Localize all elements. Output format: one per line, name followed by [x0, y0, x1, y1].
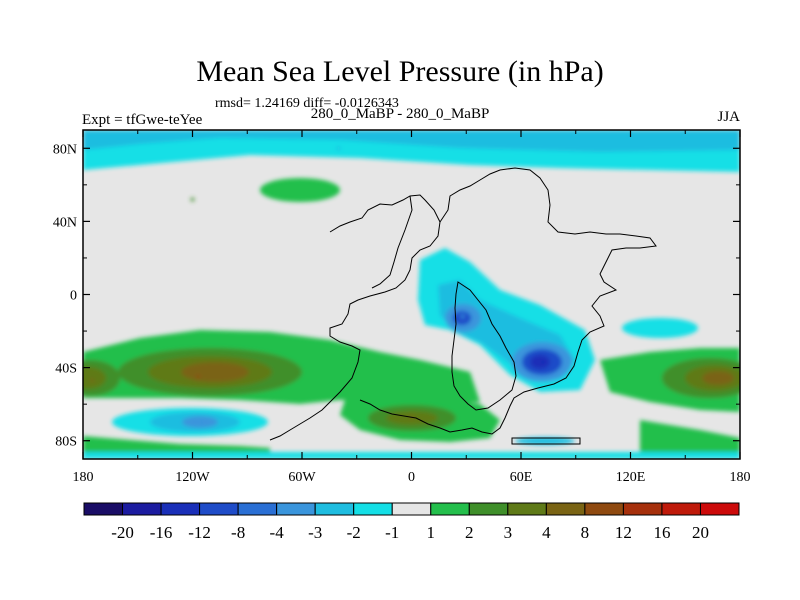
- colorbar-swatch: [83, 502, 124, 516]
- colorbar-swatch: [160, 502, 201, 516]
- colorbar-swatch: [622, 502, 663, 516]
- colorbar-label: -16: [150, 523, 173, 542]
- colorbar-swatch: [661, 502, 701, 516]
- coastline-island-ring: [511, 437, 581, 445]
- y-tick-label: 40S: [55, 362, 77, 377]
- colorbar-label: 8: [581, 523, 590, 542]
- colorbar-swatch: [699, 502, 740, 516]
- x-tick-label: 120W: [175, 470, 210, 485]
- coastline-americas: [269, 194, 441, 441]
- y-tick-label: 80S: [55, 435, 77, 450]
- field-w-edge-2: [83, 367, 106, 389]
- colorbar-label: -3: [308, 523, 322, 542]
- region-southern-high-west: [90, 378, 95, 383]
- colorbar-label: 20: [692, 523, 709, 542]
- region-arctic-low: [336, 146, 341, 151]
- colorbar-label: -12: [188, 523, 211, 542]
- field-polar-island: [515, 437, 575, 445]
- field-io-2-inner: [530, 355, 550, 369]
- x-tick-label: 180: [730, 470, 751, 485]
- y-tick-label: 80N: [53, 142, 77, 157]
- coastline-mid-path: [371, 195, 413, 289]
- colorbar-label: -20: [111, 523, 134, 542]
- colorbar-label: 2: [465, 523, 474, 542]
- field-east-io-low: [622, 318, 698, 338]
- colorbar-swatch: [314, 502, 355, 516]
- colorbar-swatch: [391, 502, 432, 516]
- colorbar-swatch: [122, 502, 162, 516]
- field-arctic-core: [83, 130, 740, 152]
- field-north-pacific-high: [260, 178, 340, 202]
- field-spac-ring-3: [181, 362, 249, 382]
- colorbar-label: -8: [231, 523, 245, 542]
- colorbar-swatch: [584, 502, 624, 516]
- chart-title: Mean Sea Level Pressure (in hPa): [196, 55, 604, 88]
- x-tick-label: 120E: [616, 470, 646, 485]
- colorbar-swatch: [199, 502, 239, 516]
- field-polar-strip-east: [640, 420, 740, 459]
- colorbar-label: 16: [653, 523, 670, 542]
- field-e-edge-3: [702, 371, 734, 385]
- colorbar-label: 1: [427, 523, 436, 542]
- region-north-pacific-high: [190, 197, 195, 202]
- colorbar-label: -1: [385, 523, 399, 542]
- x-tick-label: 60E: [510, 470, 533, 485]
- colorbar-label: -4: [270, 523, 285, 542]
- colorbar-swatch: [237, 502, 278, 516]
- y-tick-label: 40N: [53, 215, 77, 230]
- region-south-pacific-high: [195, 374, 200, 379]
- x-tick-label: 0: [408, 470, 415, 485]
- colorbar-swatch: [430, 502, 470, 516]
- colorbar-label: -2: [347, 523, 361, 542]
- colorbar-swatch: [276, 502, 316, 516]
- right-string: JJA: [717, 109, 740, 125]
- region-antarctic-low: [199, 420, 204, 425]
- x-tick-label: 60W: [288, 470, 316, 485]
- center-string: 280_0_MaBP - 280_0_MaBP: [310, 106, 490, 122]
- colorbar-label: 12: [615, 523, 632, 542]
- colorbar-swatch: [353, 502, 393, 516]
- region-indian-ocean-low-2: [540, 360, 545, 365]
- colorbar-swatch: [545, 502, 586, 516]
- colorbar-swatch: [468, 502, 509, 516]
- region-southern-high-east: [710, 378, 715, 383]
- colorbar-label: 4: [542, 523, 551, 542]
- region-indian-ocean-low-1: [460, 314, 465, 319]
- colorbar-label: 3: [504, 523, 513, 542]
- coastline-southern-continent: [451, 281, 517, 411]
- coastline-afro-eurasia: [359, 167, 657, 435]
- left-string: Expt = tfGwe-teYee: [82, 112, 203, 128]
- colorbar-swatch: [507, 502, 547, 516]
- x-tick-label: 180: [73, 470, 94, 485]
- y-tick-label: 0: [70, 289, 77, 304]
- stats-line: rmsd= 1.24169 diff= -0.0126343: [215, 96, 399, 111]
